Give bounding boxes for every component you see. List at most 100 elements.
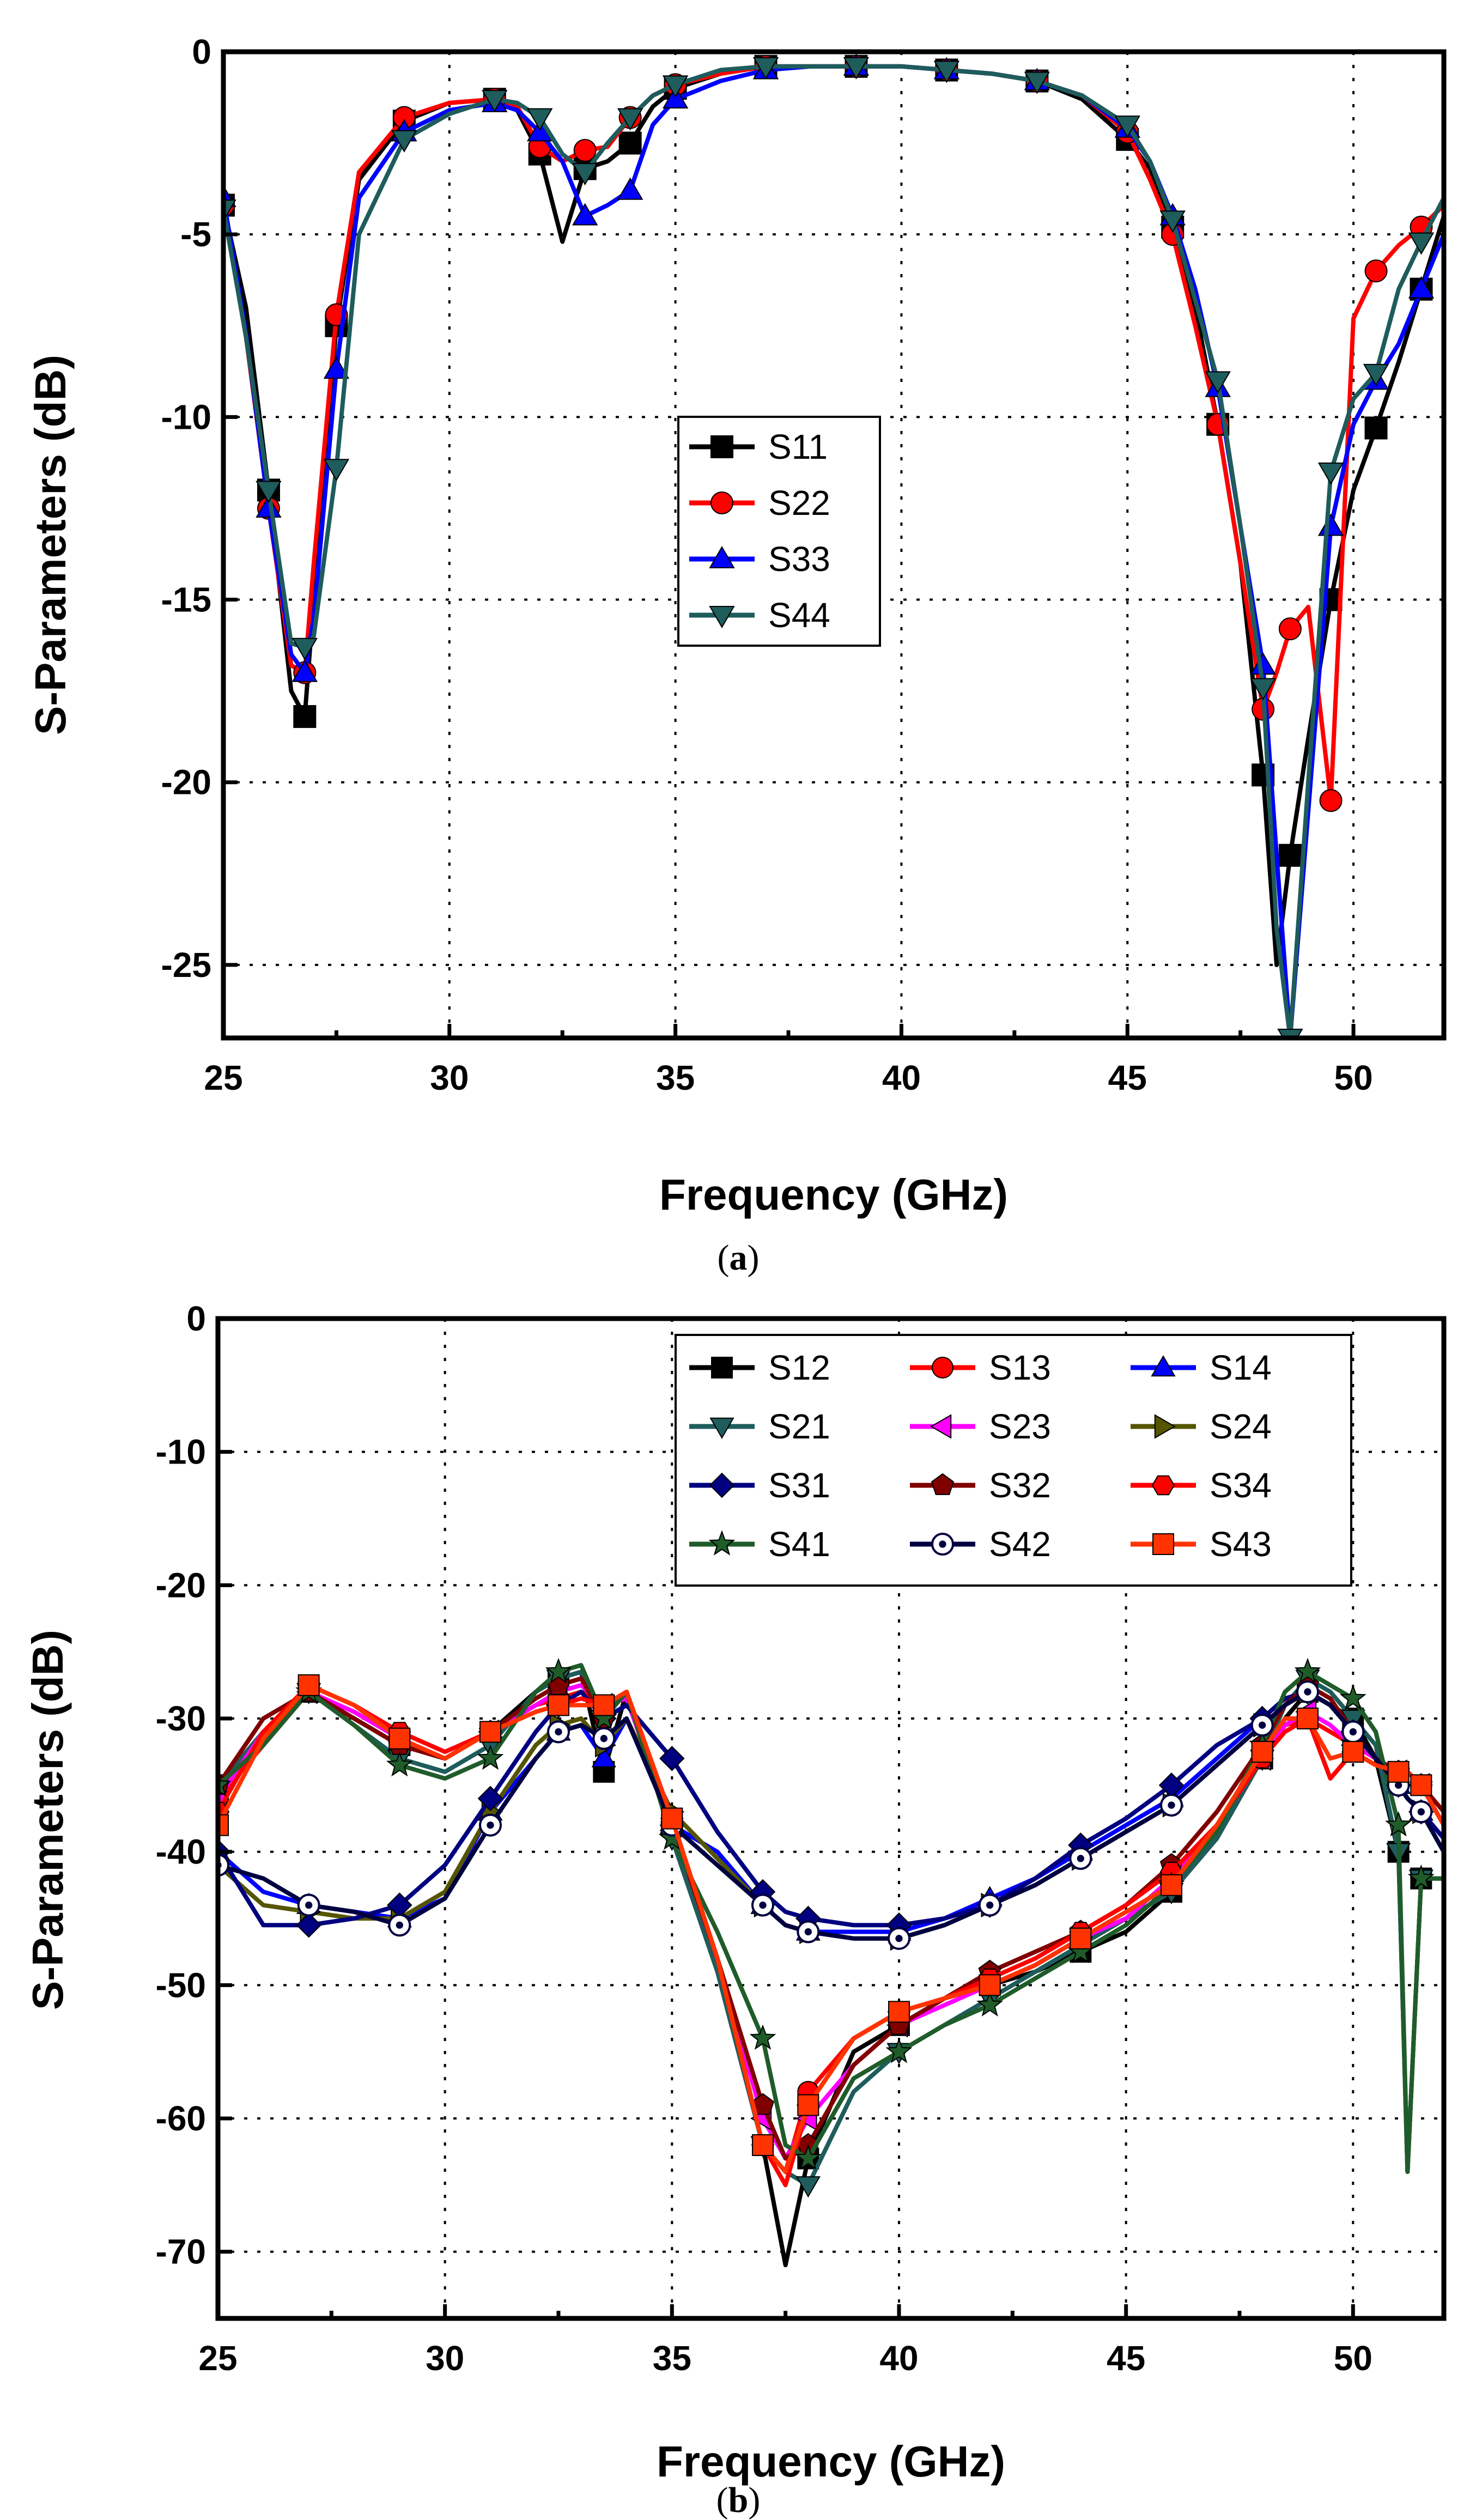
panel-b-legend-marker-s34: [1151, 1475, 1175, 1496]
panel-a-point-s44: [1114, 116, 1140, 138]
panel-b-line-s42: [218, 1690, 1444, 1941]
panel-b-point-s21: [795, 2176, 821, 2198]
panel-a-legend-label-s22: S22: [768, 483, 830, 523]
panel-b-legend-marker-s42-dot: [939, 1540, 946, 1548]
panel-b-legend-label-s34: S34: [1210, 1466, 1272, 1505]
panel-b-series: [218, 1657, 1444, 2268]
panel-a-chart: 25 30 35 40 45 50 0 -5 -10 -15 -20 -25 Frequency (…: [26, 32, 1447, 1278]
panel-b-x-axis-title: Frequency (GHz): [657, 2437, 1005, 2486]
panel-b-point-s14: [591, 1746, 616, 1768]
panel-b-point-s43: [388, 1727, 411, 1750]
panel-b-legend-marker-s31: [709, 1472, 735, 1498]
panel-b-legend-label-s21: S21: [768, 1407, 830, 1446]
panel-b-series-s42: [218, 1680, 1444, 1950]
panel-b-legend-box: [675, 1334, 1352, 1587]
panel-a-point-s11: [1278, 843, 1302, 867]
panel-a-legend-label-s11: S11: [768, 427, 828, 466]
panel-a-point-s44: [223, 199, 236, 222]
panel-a-legend-item-s22: S22: [689, 483, 830, 523]
panel-a-y-tick-label--15: -15: [161, 580, 212, 620]
panel-a-x-axis-title: Frequency (GHz): [659, 1170, 1008, 1219]
panel-b-series-s43: [218, 1674, 1444, 2174]
panel-a-legend-item-s33: S33: [689, 539, 830, 579]
panel-a-point-s44: [1363, 363, 1389, 386]
panel-b-point-s42-dot: [487, 1821, 494, 1829]
panel-b-x-tick-label-45: 45: [1107, 2339, 1145, 2378]
panel-a-legend: S11 S22 S33 S44: [677, 416, 881, 647]
panel-a-point-s44: [1159, 210, 1186, 233]
panel-b-x-tick-label-35: 35: [653, 2339, 691, 2378]
panel-b-legend-marker-s13: [932, 1357, 953, 1379]
panel-a-legend-marker-s22: [710, 491, 733, 514]
panel-b-point-s42-dot: [804, 1928, 812, 1936]
panel-b-y-tick-label--40: -40: [156, 1832, 206, 1872]
panel-b-legend-item-s21: S21: [689, 1407, 830, 1446]
panel-b-legend-marker-s14: [1151, 1355, 1176, 1377]
panel-b-point-s41: [545, 1657, 572, 1684]
panel-a-x-tick-label-50: 50: [1334, 1058, 1372, 1097]
panel-a-point-s11: [1364, 416, 1388, 440]
panel-a-point-s11: [293, 705, 317, 728]
panel-b-legend-label-s23: S23: [989, 1407, 1051, 1446]
panel-b-point-s43: [218, 1814, 229, 1836]
panel-b-y-tick-label--10: -10: [156, 1432, 206, 1472]
panel-b-point-s43: [548, 1694, 569, 1716]
panel-a-point-s44: [391, 130, 417, 153]
panel-b-ticks: [216, 1316, 1355, 2318]
panel-b-legend-label-s31: S31: [768, 1466, 830, 1505]
panel-b-y-tick-label--70: -70: [156, 2232, 206, 2272]
panel-a-y-tick-label--25: -25: [161, 945, 212, 985]
panel-b-point-s31: [296, 1912, 321, 1938]
panel-a-point-s33: [617, 177, 643, 200]
panel-a-point-s22: [1364, 259, 1388, 283]
panel-a-point-s44: [527, 108, 553, 131]
panel-a-x-tick-label-30: 30: [430, 1058, 469, 1097]
panel-b-caption: (b): [716, 2480, 761, 2520]
panel-b-point-s43: [479, 1721, 501, 1743]
panel-b-legend-marker-s23: [930, 1414, 952, 1439]
panel-b-legend-item-s24: S24: [1131, 1407, 1272, 1446]
panel-b-legend-item-s34: S34: [1131, 1466, 1272, 1505]
panel-b-point-s43: [593, 1694, 615, 1716]
panel-b-point-s42-dot: [895, 1935, 903, 1942]
panel-b-legend-marker-s12: [711, 1357, 733, 1379]
panel-b-point-s43: [1342, 1741, 1364, 1763]
panel-a-point-s22: [573, 139, 597, 162]
panel-a-x-tick-label-35: 35: [656, 1058, 695, 1097]
panel-b-point-s43: [1161, 1874, 1182, 1896]
panel-a-point-s11: [618, 131, 642, 155]
panel-b-point-s42-dot: [1304, 1688, 1311, 1696]
panel-b-y-tick-label--20: -20: [156, 1565, 206, 1605]
panel-b-legend-item-s14: S14: [1131, 1348, 1272, 1387]
panel-b-point-s42-dot: [600, 1735, 608, 1742]
panel-a-caption: (a): [718, 1238, 760, 1278]
panel-b-legend-label-s12: S12: [768, 1348, 830, 1387]
panel-a-point-s44: [323, 459, 350, 482]
panel-a-point-s44: [482, 90, 508, 113]
panel-b-legend-item-s13: S13: [910, 1348, 1051, 1387]
panel-b-legend-marker-s43: [1152, 1533, 1174, 1555]
panel-b-point-s42-dot: [1168, 1801, 1175, 1809]
panel-a-x-tick-label-40: 40: [882, 1058, 921, 1097]
panel-a-legend-label-s33: S33: [768, 539, 830, 579]
panel-b-y-tick-label--30: -30: [156, 1699, 206, 1738]
panel-a-point-s44: [662, 75, 689, 98]
panel-a-point-s22: [1278, 617, 1302, 641]
panel-a-x-tick-label-45: 45: [1108, 1058, 1147, 1097]
panel-b-point-s41: [1385, 1811, 1412, 1837]
panel-a-legend-marker-s11: [710, 435, 733, 458]
panel-b-legend-item-s43: S43: [1131, 1525, 1272, 1564]
panel-a-caption-letter: a: [730, 1238, 748, 1278]
panel-b-x-tick-label-30: 30: [426, 2339, 464, 2378]
panel-b-point-s43: [752, 2134, 774, 2156]
panel-a-point-s22: [1319, 789, 1343, 812]
panel-b-y-axis-title: S-Parameters (dB): [23, 1630, 72, 2010]
panel-b-legend-marker-s32: [931, 1473, 955, 1495]
panel-b-y-tick-label--60: -60: [156, 2099, 206, 2138]
panel-b-point-s43: [297, 1674, 320, 1696]
panel-a-y-axis-title: S-Parameters (dB): [26, 355, 75, 735]
panel-b-point-s41: [1407, 1864, 1435, 1890]
panel-b-point-s43: [1297, 1708, 1319, 1729]
panel-b-point-s41: [885, 2037, 913, 2063]
panel-b-y-tick-labels: 0 -10 -20 -30 -40 -50 -60 -70: [156, 1299, 206, 2272]
